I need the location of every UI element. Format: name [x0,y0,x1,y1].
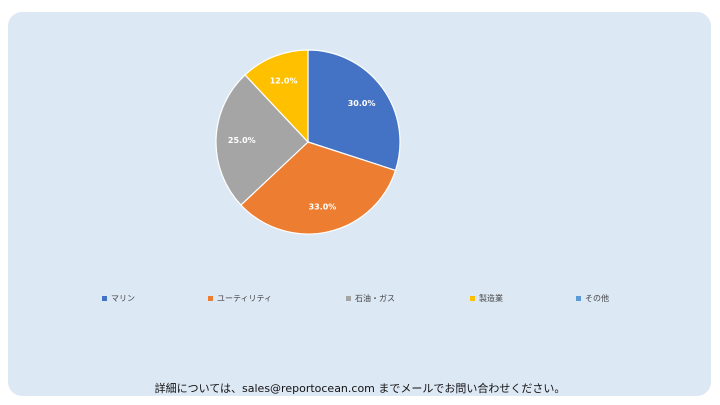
legend-swatch [470,296,475,301]
legend-label: その他 [585,294,609,303]
legend-swatch [102,296,107,301]
pie-data-label-1: 33.0% [309,203,337,212]
legend-item-0: マリン [102,293,135,304]
chart-legend: マリン ユーティリティ 石油・ガス 製造業 その他 [0,293,720,307]
footer-contact-text: 詳細については、sales@reportocean.com までメールでお問い合… [154,382,566,395]
pie-chart: 30.0% 33.0% 25.0% 12.0% [215,49,401,235]
legend-item-2: 石油・ガス [346,293,395,304]
legend-item-3: 製造業 [470,293,503,304]
pie-slice-1 [240,141,397,235]
legend-swatch [208,296,213,301]
legend-label: 石油・ガス [355,294,395,303]
pie-data-label-3: 12.0% [270,76,298,85]
legend-swatch [576,296,581,301]
legend-swatch [346,296,351,301]
legend-label: マリン [111,294,135,303]
pie-data-label-0: 30.0% [348,99,376,108]
legend-label: 製造業 [479,294,503,303]
legend-label: ユーティリティ [217,294,273,303]
legend-item-1: ユーティリティ [208,293,272,304]
pie-slice-0 [307,49,401,172]
pie-data-label-2: 25.0% [228,136,256,145]
pie-slice-3 [244,49,309,144]
pie-slice-2 [215,74,309,206]
legend-item-4: その他 [576,293,609,304]
